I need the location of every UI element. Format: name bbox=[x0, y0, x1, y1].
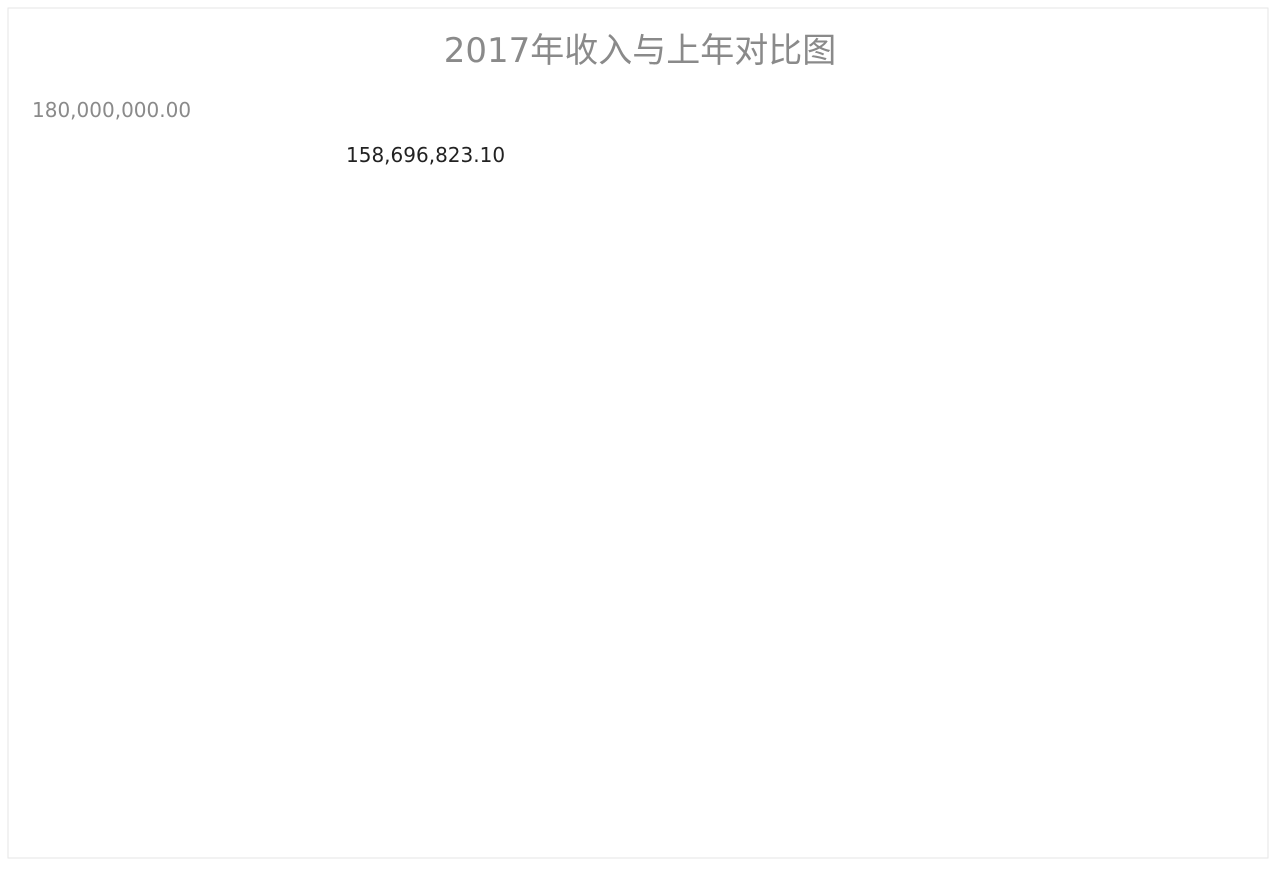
chart-frame bbox=[7, 7, 1269, 859]
y-tick-label-max: 180,000,000.00 bbox=[32, 98, 191, 122]
data-label-peak: 158,696,823.10 bbox=[346, 143, 505, 167]
chart-title: 2017年收入与上年对比图 bbox=[444, 31, 837, 71]
